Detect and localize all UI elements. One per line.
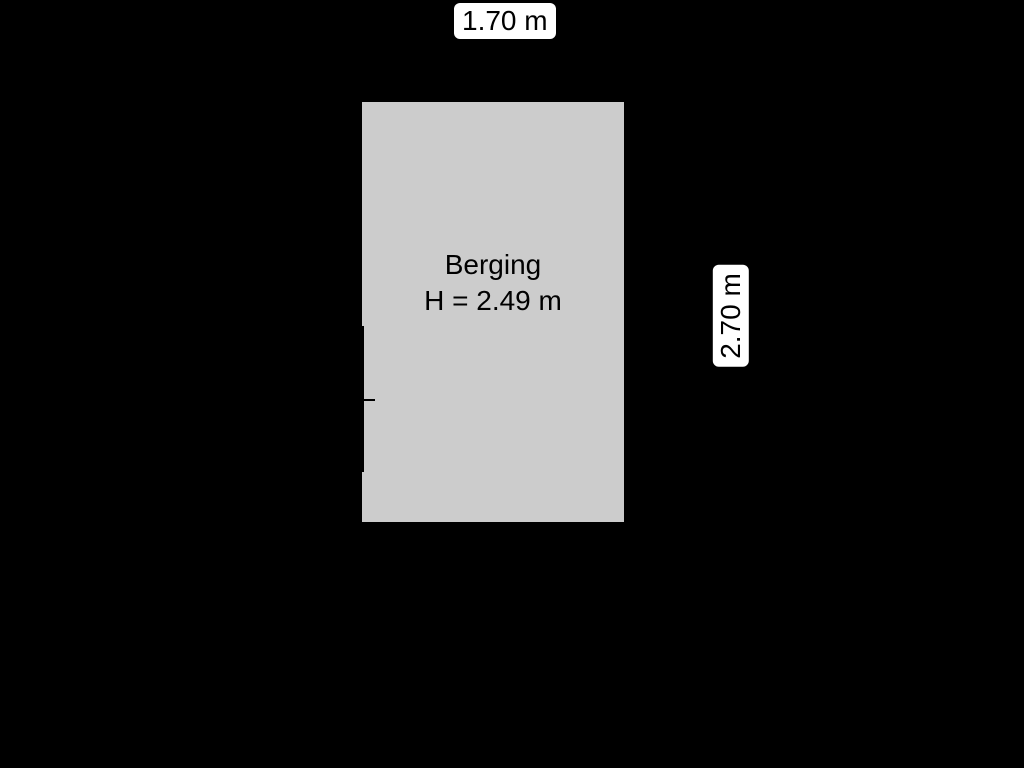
- room-name: Berging: [445, 249, 542, 280]
- room-label: Berging H = 2.49 m: [362, 247, 624, 320]
- dimension-width-value: 1.70 m: [462, 5, 548, 36]
- door-handle-mark: [325, 399, 375, 401]
- room-berging: Berging H = 2.49 m: [362, 102, 624, 522]
- room-height: H = 2.49 m: [424, 285, 562, 316]
- dimension-height-value: 2.70 m: [715, 273, 746, 359]
- dimension-height-label: 2.70 m: [713, 265, 749, 367]
- dimension-width-label: 1.70 m: [454, 3, 556, 39]
